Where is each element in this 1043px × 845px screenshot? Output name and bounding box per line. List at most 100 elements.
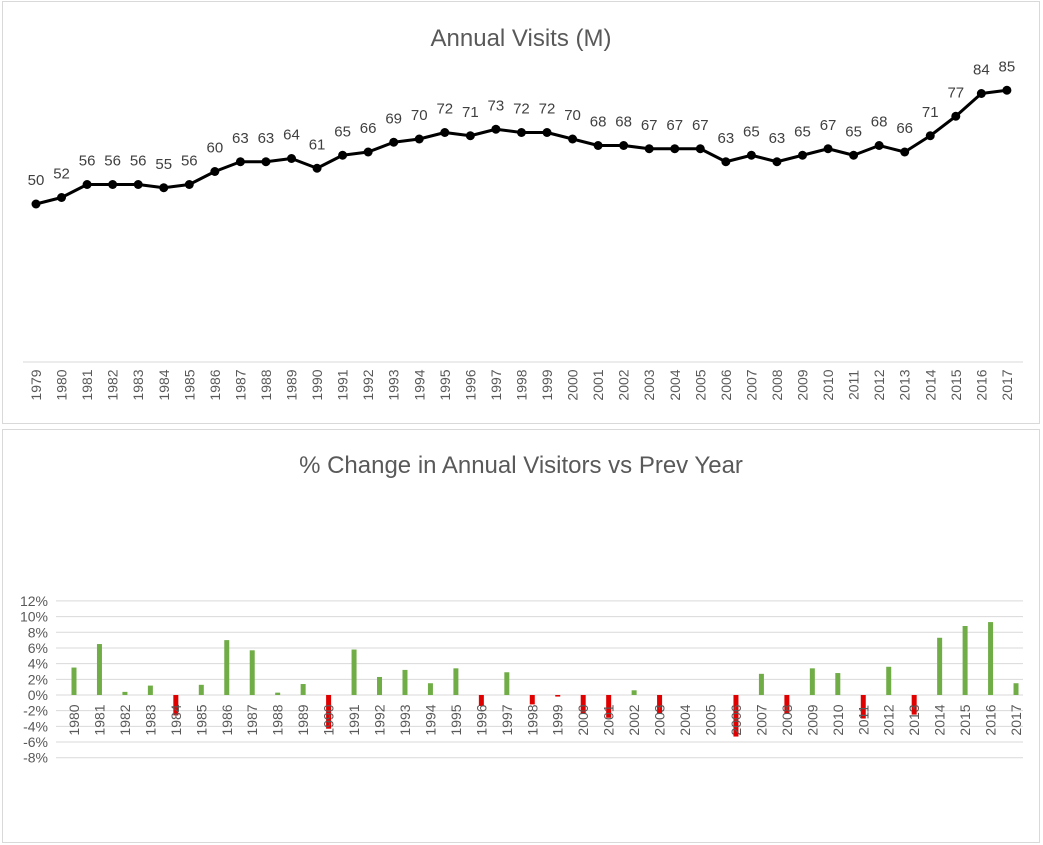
x-tick-label: 2003 — [641, 369, 657, 400]
data-label: 71 — [922, 104, 939, 121]
visits-point — [670, 144, 680, 154]
change-bar — [758, 673, 764, 695]
visits-point — [516, 128, 526, 137]
visits-point — [108, 180, 118, 189]
visits-point — [57, 193, 67, 202]
x-tick-label: 2001 — [590, 369, 606, 400]
change-bar — [377, 676, 383, 695]
change-bar — [886, 666, 892, 695]
visits-point — [491, 124, 501, 134]
x-tick-label: 1992 — [372, 704, 388, 735]
visits-point — [389, 137, 399, 147]
x-tick-label: 1990 — [321, 704, 337, 735]
change-bar — [657, 695, 663, 714]
data-label: 63 — [769, 130, 786, 147]
x-tick-label: 1984 — [156, 369, 172, 400]
visits-point — [644, 144, 654, 154]
data-label: 72 — [539, 101, 556, 118]
x-tick-label: 1997 — [488, 369, 504, 400]
x-tick-label: 1998 — [513, 369, 529, 400]
x-tick-label: 2011 — [855, 705, 871, 735]
visits-point — [542, 128, 552, 137]
annual-visits-svg: Annual Visits (M) 50 52 56 56 56 55 56 60 63 63 64… — [23, 25, 1023, 401]
change-bar — [631, 690, 637, 695]
change-bar — [224, 640, 230, 695]
annual-visits-chart: Annual Visits (M) 50 52 56 56 56 55 56 60 63 63 64… — [2, 1, 1040, 424]
data-label: 63 — [258, 130, 275, 147]
change-bar — [555, 695, 561, 697]
visits-point — [849, 150, 859, 160]
visits-point — [900, 147, 910, 157]
change-bar — [504, 672, 510, 695]
visits-point — [31, 199, 41, 209]
x-tick-label: 2009 — [804, 704, 820, 735]
y-tick-label: -4% — [23, 718, 48, 734]
visits-point — [951, 111, 961, 121]
change-bar — [988, 622, 994, 695]
data-label: 72 — [436, 101, 453, 118]
data-label: 66 — [360, 120, 377, 137]
x-tick-label: 2002 — [626, 704, 642, 735]
x-tick-label: 1984 — [168, 704, 184, 735]
y-tick-label: 12% — [20, 593, 48, 609]
visits-point — [874, 141, 884, 150]
y-tick-label: 6% — [28, 640, 48, 656]
x-tick-label: 2016 — [983, 704, 999, 735]
data-label: 70 — [411, 107, 428, 124]
x-tick-label: 1980 — [66, 704, 82, 735]
x-tick-label: 1999 — [539, 369, 555, 400]
x-tick-label: 2007 — [753, 704, 769, 735]
x-tick-label: 1986 — [219, 704, 235, 735]
x-tick-label: 1986 — [207, 369, 223, 400]
data-label: 66 — [896, 120, 913, 137]
visits-point — [261, 157, 271, 167]
x-tick-label: 2008 — [779, 704, 795, 735]
visits-point — [338, 150, 348, 160]
visits-point — [363, 147, 373, 157]
data-label: 52 — [53, 166, 70, 183]
x-tick-label: 1985 — [193, 704, 209, 735]
data-label: 68 — [871, 114, 888, 131]
visits-point — [746, 150, 756, 160]
change-bar — [529, 695, 535, 705]
x-tick-label: 1993 — [386, 369, 402, 400]
y-tick-label: 2% — [28, 671, 48, 687]
change-bar — [733, 695, 739, 737]
change-bar — [249, 650, 255, 695]
change-bar — [809, 668, 815, 695]
x-tick-label: 1991 — [346, 704, 362, 735]
visits-point — [465, 131, 475, 141]
x-tick-label: 1993 — [397, 704, 413, 735]
data-label: 67 — [641, 117, 658, 134]
x-tick-label: 2017 — [999, 369, 1015, 400]
data-label: 56 — [181, 153, 198, 170]
change-bar — [96, 644, 102, 695]
x-tick-label: 1983 — [142, 704, 158, 735]
x-tick-label: 2013 — [906, 704, 922, 735]
data-label: 84 — [973, 62, 990, 79]
visits-point — [287, 154, 296, 163]
data-label: 64 — [283, 127, 300, 144]
chart-title: Annual Visits (M) — [431, 25, 612, 52]
x-tick-label: 1987 — [232, 369, 248, 400]
change-bar — [147, 685, 153, 695]
data-label: 70 — [564, 107, 581, 124]
visits-point — [772, 157, 782, 167]
visits-point — [823, 144, 833, 154]
x-tick-label: 2010 — [820, 369, 836, 400]
data-label: 68 — [590, 114, 607, 131]
x-tick-label: 1982 — [105, 369, 121, 400]
change-bar — [427, 683, 433, 695]
change-bar — [1013, 683, 1019, 695]
x-tick-label: 2010 — [830, 704, 846, 735]
data-label: 67 — [820, 117, 837, 134]
y-tick-label: 8% — [28, 624, 48, 640]
change-bar — [860, 695, 866, 719]
x-tick-label: 2003 — [652, 704, 668, 735]
y-tick-label: -6% — [23, 734, 48, 750]
x-tick-label: 1980 — [54, 369, 70, 400]
chart-title: % Change in Annual Visitors vs Prev Year — [299, 452, 743, 479]
visits-point — [619, 141, 629, 150]
change-bar — [275, 692, 281, 695]
data-label: 63 — [232, 130, 249, 147]
